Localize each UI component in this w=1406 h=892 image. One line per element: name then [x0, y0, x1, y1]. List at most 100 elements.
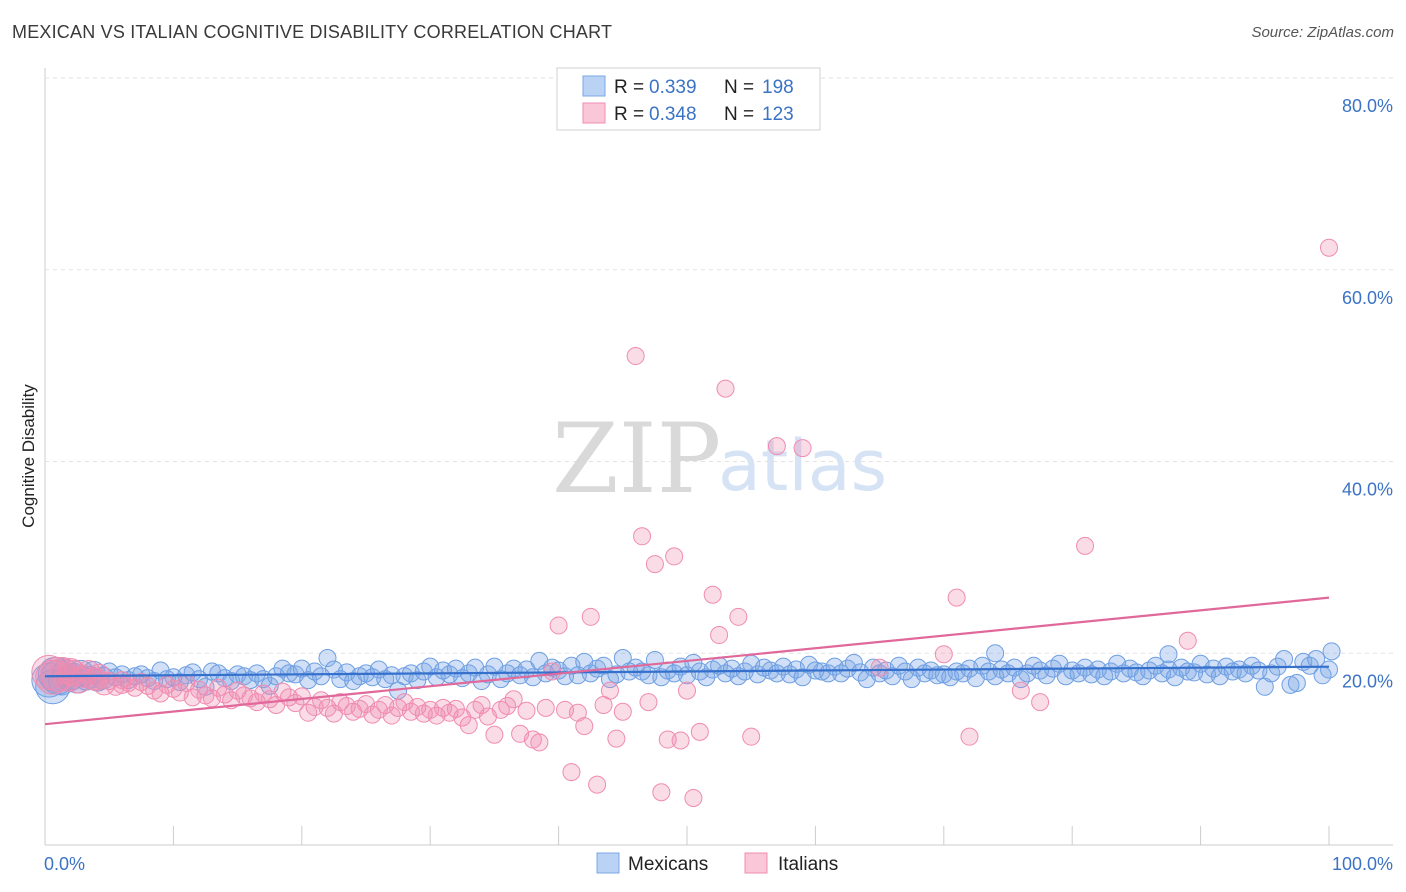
mexicans-point	[183, 663, 202, 682]
legend-swatch-mexicans	[582, 75, 606, 97]
italians-point	[113, 675, 132, 694]
italians-point	[607, 729, 626, 748]
italians-point	[870, 658, 889, 677]
legend-swatch-italians	[582, 102, 606, 124]
italians-point	[1076, 536, 1095, 555]
y-tick-label: 80.0%	[1342, 96, 1393, 116]
x-tick-label-min: 0.0%	[44, 854, 85, 874]
italians-point	[716, 379, 735, 398]
italians-point	[678, 681, 696, 700]
italians-point	[472, 696, 491, 715]
y-tick-label: 40.0%	[1342, 480, 1393, 500]
bottom-legend-swatch-italians	[744, 852, 768, 874]
legend-n-value-mexicans: 198	[762, 77, 794, 98]
italians-point	[639, 693, 658, 712]
italians-point	[690, 722, 709, 741]
italians-point	[665, 547, 684, 566]
mexicans-point	[1322, 642, 1341, 661]
mexicans-point	[1037, 666, 1056, 685]
mexicans-point	[986, 644, 1005, 663]
italians-point	[57, 657, 85, 685]
italians-point	[459, 716, 478, 735]
legend-r-value-mexicans: 0.339	[649, 77, 697, 98]
italians-point	[960, 727, 979, 746]
italians-point	[742, 727, 761, 746]
italians-point	[793, 439, 812, 458]
italians-point	[934, 645, 953, 664]
italians-point	[658, 730, 677, 749]
mexicans-point	[318, 649, 337, 668]
source-label: Source: ZipAtlas.com	[1251, 24, 1394, 41]
legend-n-label-mexicans: N =	[724, 77, 754, 98]
italians-point	[84, 667, 108, 691]
legend-r-label-mexicans: R =	[614, 77, 644, 98]
italians-point	[1031, 693, 1050, 712]
italians-point	[209, 678, 228, 697]
mexicans-point	[1262, 664, 1281, 683]
legend: R = 0.339 N = 198 R = 0.348 N = 123	[556, 67, 821, 131]
italians-point	[498, 696, 517, 715]
y-tick-labels: 20.0% 40.0% 60.0% 80.0%	[1342, 96, 1393, 691]
italians-point	[536, 698, 555, 717]
legend-n-value-italians: 123	[762, 104, 794, 125]
mexicans-point	[382, 666, 401, 685]
watermark-atlas: atlas	[718, 425, 887, 507]
italians-point	[31, 654, 67, 690]
italians-point	[549, 616, 568, 635]
bottom-legend-swatch-mexicans	[596, 852, 620, 874]
y-axis-label: Cognitive Disability	[19, 384, 38, 528]
watermark-zip: ZIP	[552, 403, 721, 515]
chart-title: MEXICAN VS ITALIAN COGNITIVE DISABILITY …	[12, 22, 613, 42]
italians-point	[382, 706, 401, 725]
bottom-legend: Mexicans Italians	[596, 852, 838, 875]
bottom-legend-label-italians: Italians	[778, 854, 838, 875]
y-tick-label: 60.0%	[1342, 288, 1393, 308]
y-tick-label: 20.0%	[1342, 671, 1393, 691]
trend-lines	[44, 596, 1330, 726]
mexicans-point	[1275, 650, 1294, 669]
mexicans-point	[1159, 645, 1178, 664]
italians-point	[562, 763, 581, 782]
italians-point	[947, 588, 966, 607]
mexicans-point	[844, 653, 863, 672]
italians-point	[626, 347, 645, 366]
italians-point	[575, 717, 594, 736]
italians-point	[613, 702, 632, 721]
italians-point	[652, 783, 671, 802]
italians-trend-line	[44, 596, 1330, 726]
legend-r-label-italians: R =	[614, 104, 644, 125]
x-tick-label-max: 100.0%	[1332, 854, 1393, 874]
mexicans-point	[1281, 675, 1300, 694]
bottom-legend-label-mexicans: Mexicans	[628, 854, 708, 875]
mexicans-point	[819, 664, 838, 683]
mexicans-point	[767, 664, 786, 683]
mexicans-point	[1320, 660, 1338, 679]
italians-point	[517, 701, 536, 720]
italians-point	[710, 626, 729, 645]
mexicans-point	[517, 660, 536, 679]
italians-point	[767, 437, 786, 456]
gridlines	[45, 77, 1393, 654]
mexicans-point	[697, 668, 716, 687]
italians-point	[504, 690, 523, 709]
italians-point	[633, 527, 652, 546]
italians-points	[31, 238, 1338, 808]
italians-point	[703, 585, 722, 604]
italians-point	[54, 664, 82, 692]
x-ticks	[172, 826, 1330, 845]
legend-n-label-italians: N =	[724, 104, 754, 125]
italians-point	[588, 775, 607, 794]
mexicans-point	[1287, 673, 1306, 692]
italians-point	[1320, 238, 1338, 257]
mexicans-trend-line	[44, 665, 1330, 678]
italians-point	[1178, 631, 1197, 650]
italians-point	[671, 731, 690, 750]
italians-point	[600, 681, 619, 700]
italians-point	[729, 607, 748, 626]
italians-point	[684, 789, 703, 808]
italians-point	[530, 733, 549, 752]
italians-point	[1011, 681, 1030, 700]
italians-point	[292, 687, 311, 706]
italians-point	[645, 555, 664, 574]
